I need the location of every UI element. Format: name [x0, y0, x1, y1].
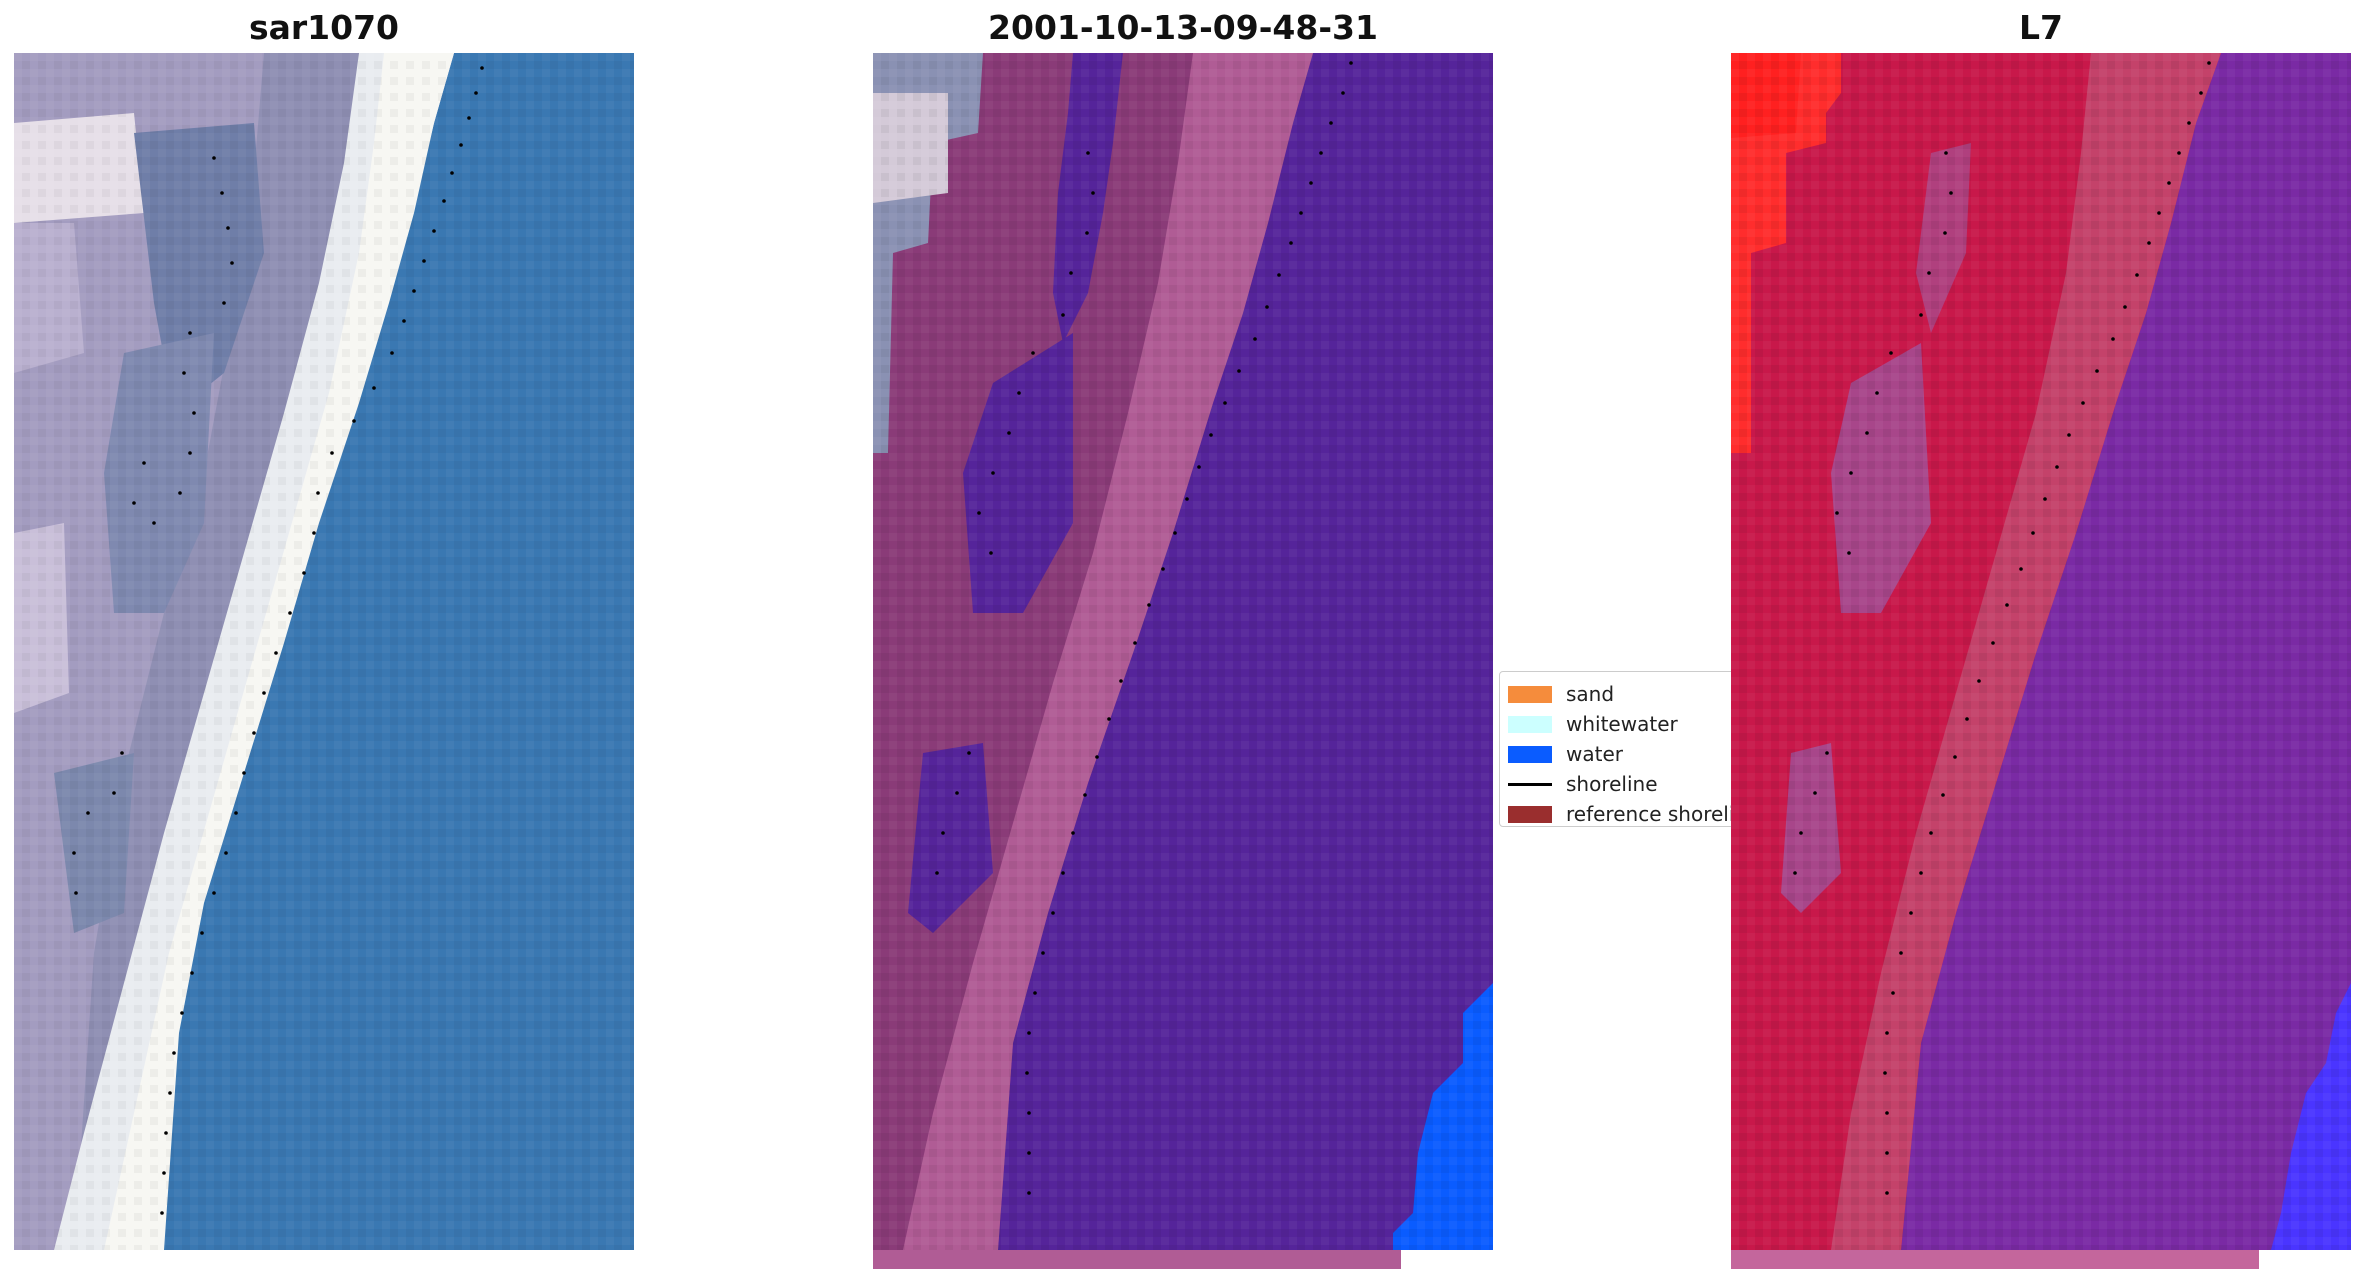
legend: sand whitewater water shoreline referenc… [1499, 671, 1735, 827]
legend-label: water [1566, 742, 1623, 766]
whitewater-swatch [1508, 715, 1552, 733]
sand-swatch [1508, 685, 1552, 703]
rgb-satellite-image [14, 53, 634, 1250]
index-image [1731, 53, 2351, 1269]
panel-title-classified: 2001-10-13-09-48-31 [988, 8, 1378, 47]
reference-shoreline-swatch [1508, 805, 1552, 823]
legend-item-shoreline: shoreline [1508, 769, 1658, 799]
shoreline-dots [72, 66, 484, 1215]
legend-item-sand: sand [1508, 679, 1614, 709]
shoreline-dots [935, 61, 1353, 1195]
legend-label: shoreline [1566, 772, 1658, 796]
legend-label: whitewater [1566, 712, 1678, 736]
legend-item-water: water [1508, 739, 1623, 769]
legend-item-reference-shoreline: reference shoreline [1508, 799, 1734, 826]
legend-item-whitewater: whitewater [1508, 709, 1678, 739]
panel-title-rgb: sar1070 [248, 8, 400, 47]
legend-label: sand [1566, 682, 1615, 706]
classified-image [873, 53, 1493, 1269]
panel-title-index: L7 [2019, 8, 2063, 47]
legend-label: reference shoreline [1566, 802, 1734, 826]
water-swatch [1508, 745, 1552, 763]
shoreline-swatch [1508, 782, 1552, 786]
shoreline-dots [1793, 61, 2211, 1195]
